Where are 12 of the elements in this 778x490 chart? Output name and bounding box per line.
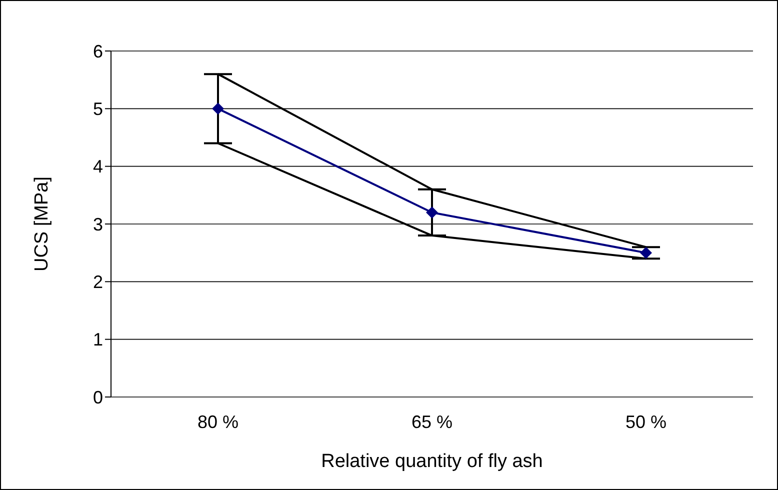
y-tick-label: 0 bbox=[92, 387, 103, 408]
y-tick-label: 1 bbox=[92, 330, 103, 350]
x-axis-title: Relative quantity of fly ash bbox=[321, 451, 543, 472]
y-tick-label: 2 bbox=[92, 272, 103, 292]
y-tick-label: 4 bbox=[92, 156, 103, 177]
y-axis-title: UCS [MPa] bbox=[32, 176, 53, 272]
y-tick-label: 3 bbox=[92, 214, 103, 234]
x-tick-label: 50 % bbox=[625, 412, 667, 432]
y-tick-label: 5 bbox=[92, 99, 103, 120]
x-tick-label: 65 % bbox=[411, 412, 453, 432]
x-tick-label: 80 % bbox=[197, 412, 239, 432]
y-tick-label: 6 bbox=[92, 41, 103, 62]
